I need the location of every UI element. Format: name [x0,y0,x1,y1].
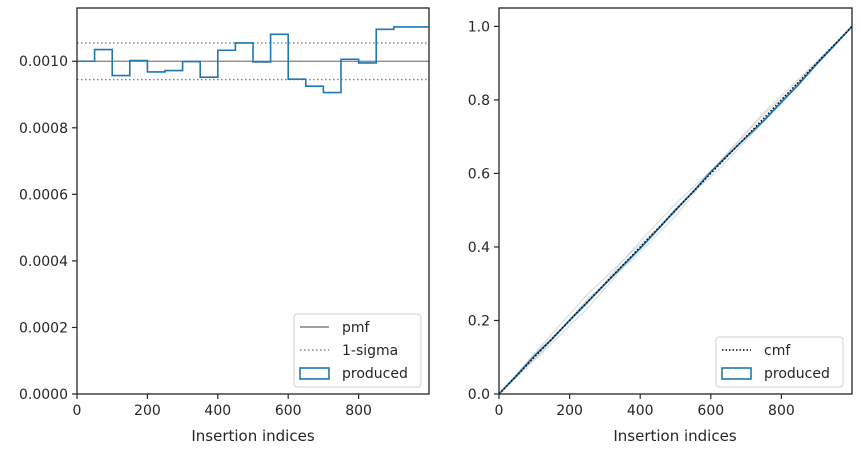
histogram-panel: 0 200 400 600 800 0.0000 0.0002 0.0004 0.0006 0.0… [19,7,430,445]
y-tick-label: 0.6 [468,166,490,182]
y-tick-label: 0.0004 [19,254,68,270]
y-tick-label: 1.0 [468,19,490,35]
legend-pmf-label: pmf [342,320,371,336]
x-tick-label: 0 [73,403,82,419]
x-tick-label: 400 [627,403,654,419]
histogram-ticks: 0 200 400 600 800 0.0000 0.0002 0.0004 0.0006 0.0… [19,54,372,419]
y-tick-label: 0.0 [468,387,490,403]
legend-1-sigma-label: 1-sigma [342,343,398,359]
produced-histogram [77,26,429,94]
sample-curve [498,26,853,395]
y-tick-label: 0.0010 [19,54,68,70]
legend-produced-label: produced [342,366,408,382]
x-tick-label: 600 [697,403,724,419]
histogram-xlabel: Insertion indices [191,427,314,445]
x-tick-label: 200 [134,403,161,419]
cumulative-axes-frame [498,7,853,395]
y-tick-label: 0.8 [468,93,490,109]
legend-produced-swatch [721,367,752,380]
cumulative-xlabel: Insertion indices [613,427,736,445]
cumulative-panel: 0 200 400 600 800 0.0 0.2 0.4 0.6 0.8 1.0 Insertio… [468,7,853,445]
x-tick-label: 600 [275,403,302,419]
histogram-axes-frame [76,7,430,395]
histogram-plot-area [77,26,429,94]
y-tick-label: 0.2 [468,313,490,329]
y-tick-label: 0.0000 [19,387,68,403]
legend-cmf-label: cmf [764,343,791,359]
cumulative-plot-area [498,25,853,395]
cmf-line [498,25,853,395]
y-tick-label: 0.0006 [19,187,68,203]
legend-produced-swatch [299,367,330,380]
y-tick-label: 0.0008 [19,121,68,137]
y-tick-label: 0.0002 [19,320,68,336]
x-tick-label: 800 [768,403,795,419]
y-tick-label: 0.4 [468,240,490,256]
histogram-legend: pmf 1-sigma produced [293,313,422,388]
cumulative-ticks: 0 200 400 600 800 0.0 0.2 0.4 0.6 0.8 1.0 [468,19,795,419]
x-tick-label: 200 [556,403,583,419]
x-tick-label: 800 [345,403,372,419]
x-tick-label: 400 [204,403,231,419]
cumulative-legend: cmf produced [715,336,844,388]
x-tick-label: 0 [495,403,504,419]
legend-produced-label: produced [764,366,830,382]
